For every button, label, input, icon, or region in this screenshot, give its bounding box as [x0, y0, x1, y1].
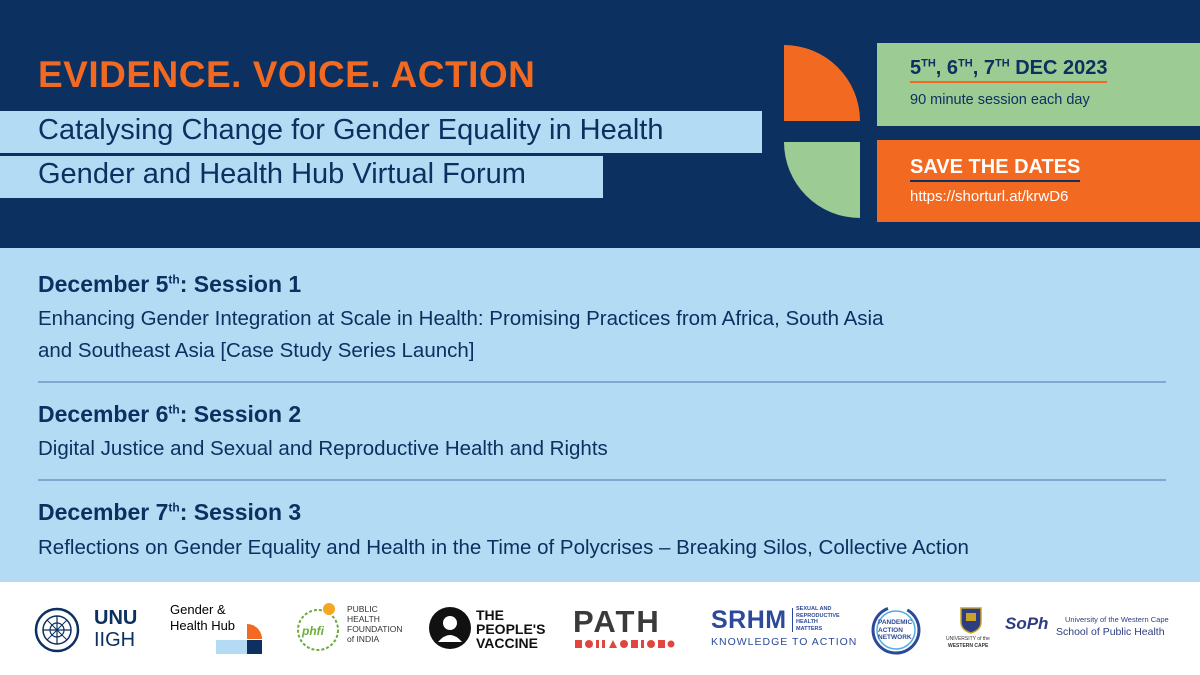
unu-iigh-logo: UNU IIGH	[34, 607, 149, 653]
path-logo: PATH	[573, 604, 678, 654]
subtitle-band-1	[0, 111, 762, 153]
session-divider	[38, 479, 1166, 481]
pv-text-1: THE	[476, 607, 504, 623]
hub-mark-icon	[216, 624, 262, 654]
srhm-divider	[792, 608, 793, 632]
iigh-text: IIGH	[94, 629, 136, 651]
pan-text-1: PANDEMIC	[878, 619, 913, 626]
path-text: PATH	[573, 604, 661, 639]
phfi-mark-text: phfi	[302, 624, 324, 638]
save-the-dates-title: SAVE THE DATES	[910, 156, 1081, 182]
orange-quarter-shape	[784, 45, 860, 121]
unu-text: UNU	[94, 607, 138, 629]
soph-mark: SoPh	[1005, 614, 1049, 633]
phfi-text-3: FOUNDATION	[347, 624, 403, 634]
srhm-logo: SRHM SEXUAL AND REPRODUCTIVE HEALTH MATT…	[711, 606, 856, 652]
green-quarter-shape	[784, 142, 860, 218]
soph-text-2: School of Public Health	[1056, 626, 1165, 638]
header-banner: EVIDENCE. VOICE. ACTION Catalysing Chang…	[0, 0, 1200, 248]
uwc-school-of-public-health-logo: SoPh University of the Western Cape Scho…	[1005, 612, 1170, 646]
session-divider	[38, 381, 1166, 383]
subtitle-2: Gender and Health Hub Virtual Forum	[38, 158, 526, 190]
session-2-title: December 6th: Session 2	[38, 401, 302, 427]
session-1-description-line-2: and Southeast Asia [Case Study Series La…	[38, 339, 475, 362]
un-emblem-icon	[34, 607, 80, 653]
tagline: EVIDENCE. VOICE. ACTION	[38, 54, 536, 95]
registration-link[interactable]: https://shorturl.at/krwD6	[910, 188, 1069, 205]
srhm-small-3: HEALTH	[796, 619, 818, 625]
phfi-logo: phfi PUBLIC HEALTH FOUNDATION of INDIA	[293, 600, 403, 658]
pan-text-3: NETWORK	[878, 634, 912, 641]
phfi-text-1: PUBLIC	[347, 604, 378, 614]
session-2-description: Digital Justice and Sexual and Reproduct…	[38, 437, 608, 460]
hub-text-2: Health Hub	[170, 618, 236, 633]
subtitle-1: Catalysing Change for Gender Equality in…	[38, 114, 664, 146]
srhm-small-4: MATTERS	[796, 625, 823, 632]
phfi-text-2: HEALTH	[347, 614, 380, 624]
uwc-crest-icon	[960, 607, 982, 634]
partner-logos-footer: UNU IIGH Gender & Health Hub phfi PUBLIC…	[0, 582, 1200, 675]
session-1-description-line-1: Enhancing Gender Integration at Scale in…	[38, 307, 884, 330]
uwc-logo: UNIVERSITY of the WESTERN CAPE	[946, 606, 996, 654]
pv-text-2: PEOPLE'S	[476, 621, 546, 637]
gender-health-hub-logo: Gender & Health Hub	[170, 602, 265, 657]
save-the-dates-box: SAVE THE DATES https://shorturl.at/krwD6	[877, 140, 1200, 222]
pandemic-action-network-logo: PANDEMIC ACTION NETWORK	[870, 604, 922, 656]
sessions-panel: December 5th: Session 1 Enhancing Gender…	[0, 248, 1200, 582]
pan-ring-icon	[871, 605, 921, 655]
uwc-text-1: UNIVERSITY of the	[946, 636, 990, 642]
soph-text-1: University of the Western Cape	[1065, 615, 1169, 624]
phfi-text-4: of INDIA	[347, 634, 380, 644]
srhm-text: SRHM	[711, 606, 787, 634]
session-3-description: Reflections on Gender Equality and Healt…	[38, 536, 969, 559]
pv-text-3: VACCINE	[476, 635, 538, 651]
srhm-small-2: REPRODUCTIVE	[796, 612, 840, 619]
session-3-title: December 7th: Session 3	[38, 499, 302, 525]
uwc-text-2: WESTERN CAPE	[948, 643, 989, 649]
session-1-title: December 5th: Session 1	[38, 271, 302, 297]
subtitle-band-2	[0, 156, 603, 198]
dates-title: 5TH, 6TH, 7TH DEC 2023	[910, 57, 1108, 83]
dates-box: 5TH, 6TH, 7TH DEC 2023 90 minute session…	[877, 43, 1200, 126]
peoples-vaccine-logo: THE PEOPLE'S VACCINE	[428, 606, 548, 654]
pan-text-2: ACTION	[878, 626, 903, 634]
dates-note: 90 minute session each day	[910, 92, 1090, 108]
srhm-tagline: KNOWLEDGE TO ACTION	[711, 636, 858, 648]
person-silhouette-icon	[429, 607, 471, 649]
srhm-small-1: SEXUAL AND	[796, 606, 832, 612]
hub-text-1: Gender &	[170, 602, 226, 617]
path-pattern-icon	[575, 640, 675, 648]
phfi-emblem-icon	[297, 603, 339, 651]
